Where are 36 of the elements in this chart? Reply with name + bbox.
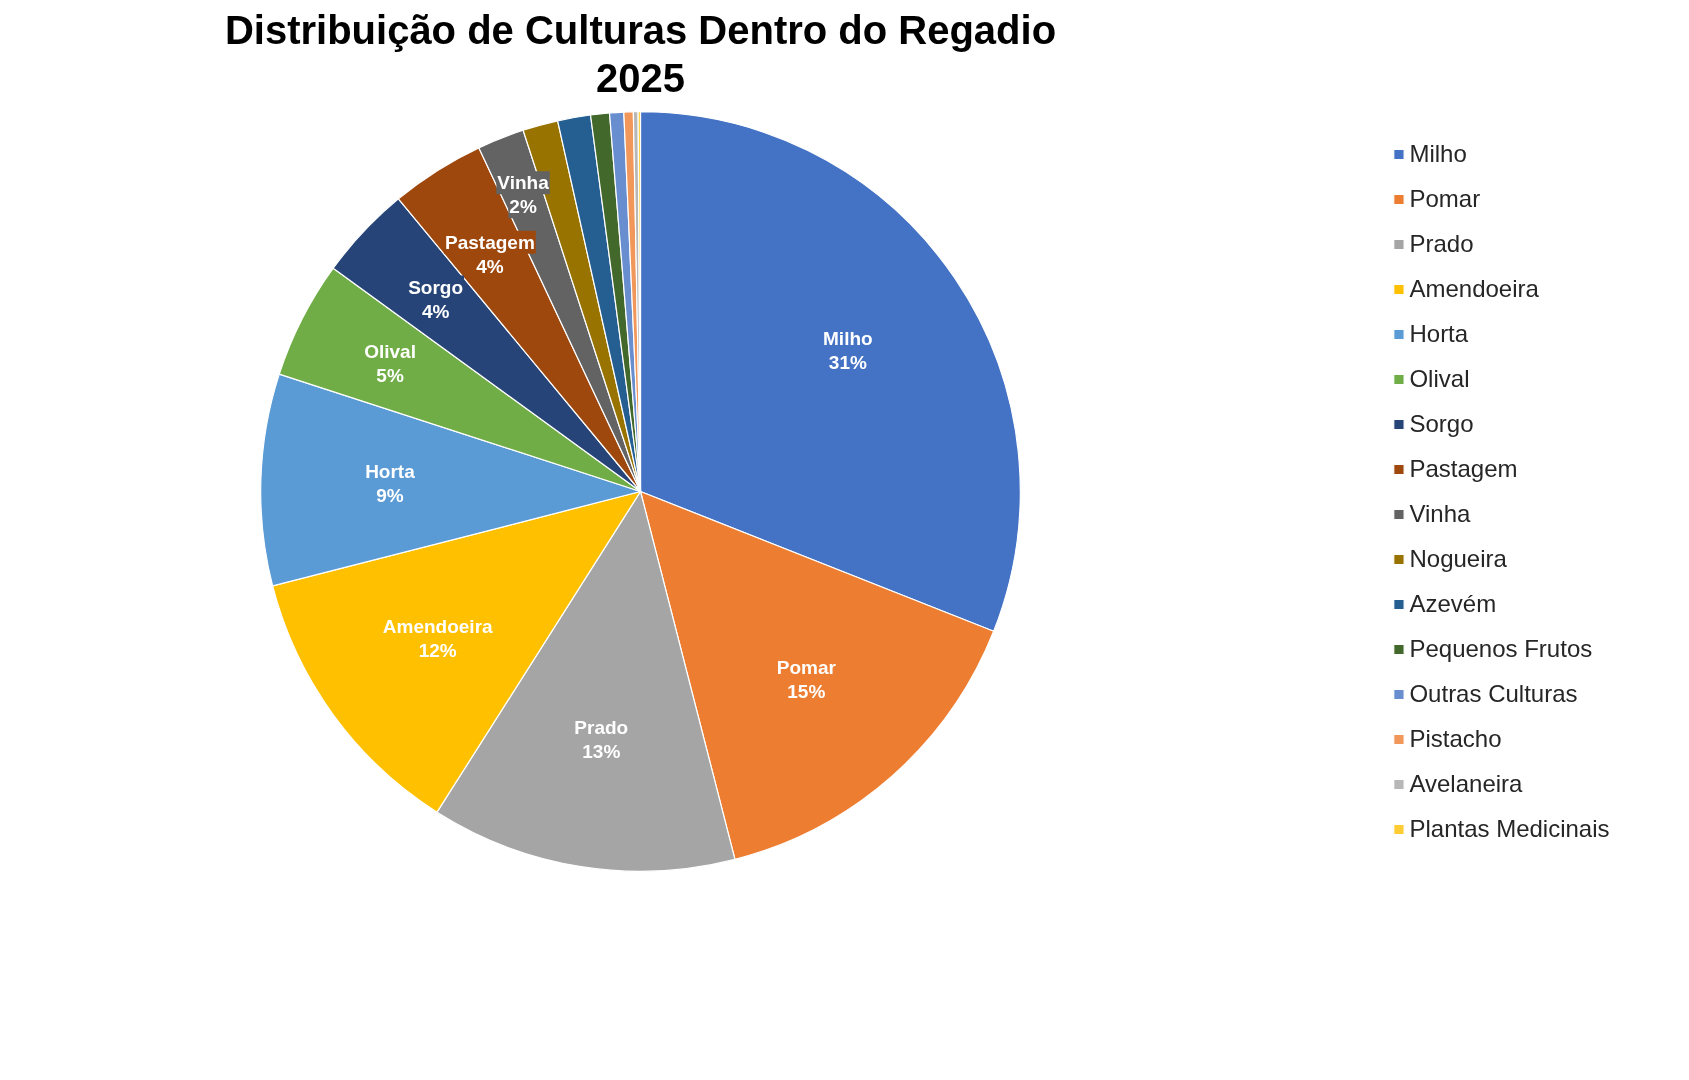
data-label: 12% xyxy=(418,640,457,662)
legend-label: Outras Culturas xyxy=(1409,679,1578,708)
legend-label: Plantas Medicinais xyxy=(1409,814,1610,843)
legend-label: Avelaneira xyxy=(1409,769,1523,798)
slice-label: Sorgo xyxy=(408,276,464,298)
legend-label: Pistacho xyxy=(1409,724,1502,753)
data-label: 31% xyxy=(828,352,867,374)
chart-subtitle: 2025 xyxy=(596,55,685,100)
data-label: 13% xyxy=(582,740,621,762)
legend-label: Pomar xyxy=(1409,184,1481,213)
slice-label: Milho xyxy=(823,328,873,350)
legend-label: Pequenos Frutos xyxy=(1409,634,1593,663)
legend-label: Horta xyxy=(1409,319,1469,348)
data-label: 2% xyxy=(509,196,537,218)
data-label: 9% xyxy=(376,485,404,507)
slice-label: Olival xyxy=(364,341,416,363)
slice-label: Amendoeira xyxy=(382,616,494,638)
legend-label: Milho xyxy=(1409,139,1467,168)
slice-label: Horta xyxy=(365,461,416,483)
legend-label: Amendoeira xyxy=(1409,274,1539,303)
legend-label: Vinha xyxy=(1409,499,1471,528)
legend-label: Sorgo xyxy=(1409,409,1474,438)
data-label: 4% xyxy=(476,255,504,277)
data-label: 15% xyxy=(787,681,826,703)
legend-label: Olival xyxy=(1409,364,1470,393)
legend-label: Pastagem xyxy=(1409,454,1518,483)
slice-label: Vinha xyxy=(497,172,550,194)
chart-title: Distribuição de Culturas Dentro do Regadio xyxy=(224,7,1057,52)
data-label: 4% xyxy=(421,300,450,322)
legend-label: Nogueira xyxy=(1409,544,1507,573)
slice-label: Pomar xyxy=(776,657,837,679)
legend-label: Prado xyxy=(1409,229,1474,258)
slice-label: Prado xyxy=(574,716,629,738)
legend-label: Azevém xyxy=(1409,589,1497,618)
data-label: 5% xyxy=(376,365,404,387)
slice-label: Pastagem xyxy=(445,231,535,253)
